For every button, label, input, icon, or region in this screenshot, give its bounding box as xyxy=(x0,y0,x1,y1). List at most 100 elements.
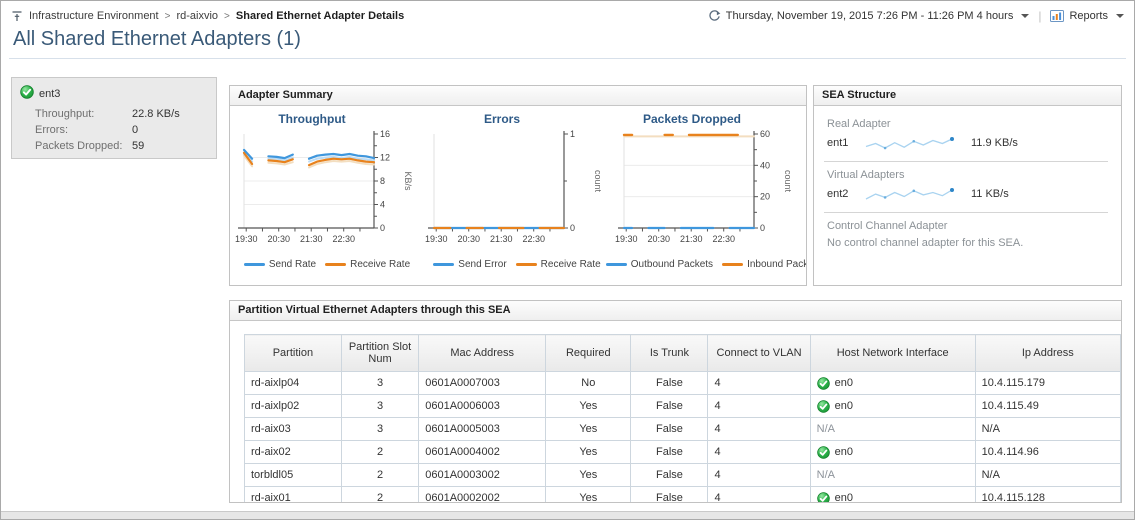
chart-title: Throughput xyxy=(278,112,346,126)
card-metric-label: Throughput: xyxy=(35,108,95,120)
chart-packets-dropped-legend: Outbound Packets Inbound Pack xyxy=(605,259,806,270)
table-cell: 0601A0006003 xyxy=(418,394,547,418)
sea-control-channel-note: No control channel adapter for this SEA. xyxy=(827,237,1024,249)
table-cell: 0601A0003002 xyxy=(418,463,547,487)
column-header[interactable]: Ip Address xyxy=(974,334,1121,372)
bottom-edge-strip xyxy=(1,511,1134,519)
table-cell: Yes xyxy=(545,417,632,441)
title-divider xyxy=(9,58,1126,59)
ip-address-cell: 10.4.115.128 xyxy=(974,486,1121,502)
sea-structure-body: Real Adapter ent1 11.9 KB/s Virtual Adapter… xyxy=(814,106,1121,258)
sea-adapter-sparkline xyxy=(865,188,954,200)
reports-label: Reports xyxy=(1069,10,1108,22)
card-metric-value: 59 xyxy=(132,140,145,152)
table-cell: False xyxy=(630,371,709,395)
card-metric-label: Packets Dropped: xyxy=(35,140,123,152)
svg-text:20:30: 20:30 xyxy=(647,234,670,244)
sea-adapter-row[interactable]: ent1 11.9 KB/s xyxy=(827,135,1108,151)
legend-item: Receive Rate xyxy=(325,259,410,270)
table-cell: 2 xyxy=(340,486,420,502)
card-metric-label: Errors: xyxy=(35,124,68,136)
column-header[interactable]: Partition Slot Num xyxy=(340,334,420,372)
table-header-row: Partition Partition Slot Num Mac Address Re… xyxy=(244,334,1121,372)
svg-text:21:30: 21:30 xyxy=(300,234,323,244)
table-cell: 4 xyxy=(707,371,811,395)
table-row[interactable]: rd-aix01 2 0601A0002002 Yes False 4 en0 10.4.11… xyxy=(244,486,1121,502)
table-cell: rd-aix02 xyxy=(244,440,342,464)
card-head: ent3 xyxy=(20,85,208,102)
table-cell: False xyxy=(630,463,709,487)
sea-adapter-name: ent2 xyxy=(827,188,849,200)
host-interface-label: N/A xyxy=(816,423,835,435)
table-cell: torbldl05 xyxy=(244,463,342,487)
legend-swatch xyxy=(325,263,347,266)
svg-text:0: 0 xyxy=(380,223,385,233)
table-row[interactable]: rd-aixlp04 3 0601A0007003 No False 4 en0 10.4.1… xyxy=(244,371,1121,395)
legend-label: Send Rate xyxy=(268,259,317,270)
table-row[interactable]: torbldl05 2 0601A0003002 Yes False 4 N/A N/A xyxy=(244,463,1121,487)
table-row[interactable]: rd-aix02 2 0601A0004002 Yes False 4 en0 10.4.11… xyxy=(244,440,1121,464)
legend-item: Send Rate xyxy=(243,259,317,270)
table-cell: rd-aixlp04 xyxy=(244,371,342,395)
card-metric-value: 22.8 KB/s xyxy=(132,108,180,120)
svg-text:0: 0 xyxy=(760,223,765,233)
svg-text:20:30: 20:30 xyxy=(457,234,480,244)
sea-section-divider xyxy=(824,212,1108,213)
breadcrumb-separator: > xyxy=(164,10,171,22)
host-interface-cell: en0 xyxy=(809,440,976,464)
breadcrumb-separator: > xyxy=(224,10,230,22)
table-cell: 4 xyxy=(707,440,811,464)
sea-structure-panel: SEA Structure Real Adapter ent1 11.9 KB/s V… xyxy=(813,85,1122,286)
table-cell: 0601A0005003 xyxy=(418,417,547,441)
table-cell: 4 xyxy=(707,417,811,441)
chart-title: Packets Dropped xyxy=(642,112,742,126)
timeframe-clock-icon xyxy=(709,9,721,21)
breadcrumb: Infrastructure Environment > rd-aixvio > Sha… xyxy=(11,10,404,22)
column-header[interactable]: Host Network Interface xyxy=(809,334,976,372)
column-header[interactable]: Partition xyxy=(244,334,342,372)
legend-label: Receive Rate xyxy=(350,259,411,270)
legend-swatch xyxy=(433,263,455,266)
sea-adapter-row[interactable]: ent2 11 KB/s xyxy=(827,186,1108,202)
svg-text:8: 8 xyxy=(380,176,385,186)
svg-text:60: 60 xyxy=(760,129,770,139)
table-cell: False xyxy=(630,417,709,441)
reports-menu[interactable]: Reports xyxy=(1050,10,1124,22)
ip-address-cell: 10.4.114.96 xyxy=(974,440,1121,464)
ip-address-cell: N/A xyxy=(974,463,1121,487)
ip-address-cell: 10.4.115.179 xyxy=(974,371,1121,395)
table-cell: False xyxy=(630,486,709,502)
host-interface-cell: N/A xyxy=(809,463,976,487)
sea-section-label: Virtual Adapters xyxy=(827,169,905,181)
svg-text:count: count xyxy=(783,170,793,193)
column-header[interactable]: Required xyxy=(545,334,632,372)
column-header[interactable]: Connect to VLAN xyxy=(707,334,811,372)
table-cell: rd-aix03 xyxy=(244,417,342,441)
column-header[interactable]: Is Trunk xyxy=(630,334,709,372)
table-row[interactable]: rd-aixlp02 3 0601A0006003 Yes False 4 en0 10.4.… xyxy=(244,394,1121,418)
host-interface-label: en0 xyxy=(834,377,854,389)
status-ok-icon xyxy=(816,399,830,413)
breadcrumb-item-0[interactable]: Infrastructure Environment xyxy=(29,10,159,22)
column-header[interactable]: Mac Address xyxy=(418,334,547,372)
breadcrumb-item-1[interactable]: rd-aixvio xyxy=(176,10,219,22)
table-cell: Yes xyxy=(545,463,632,487)
status-ok-icon xyxy=(816,491,830,502)
adapter-summary-card-ent3[interactable]: ent3 Throughput: 22.8 KB/s Errors: 0 Packets… xyxy=(11,77,217,159)
breadcrumb-items: Infrastructure Environment > rd-aixvio > Sha… xyxy=(29,10,404,22)
legend-swatch xyxy=(605,263,627,266)
table-cell: 2 xyxy=(340,463,420,487)
svg-text:16: 16 xyxy=(380,129,390,139)
timeframe-selector[interactable]: Thursday, November 19, 2015 7:26 PM - 11… xyxy=(708,9,1030,23)
sea-section-divider xyxy=(824,161,1108,162)
host-interface-cell: en0 xyxy=(809,394,976,418)
chart-errors-legend: Send Error Receive Rate xyxy=(422,259,612,270)
table-cell: 0601A0002002 xyxy=(418,486,547,502)
table-row[interactable]: rd-aix03 3 0601A0005003 Yes False 4 N/A N/A xyxy=(244,417,1121,441)
legend-item: Inbound Pack xyxy=(722,259,806,270)
chart-plot: 0 1 19:30 20:30 21:30 22:30 count xyxy=(425,129,603,244)
breadcrumb-item-2: Shared Ethernet Adapter Details xyxy=(235,10,405,22)
svg-text:40: 40 xyxy=(760,160,770,170)
panel-header: Partition Virtual Ethernet Adapters thro… xyxy=(230,301,1121,321)
